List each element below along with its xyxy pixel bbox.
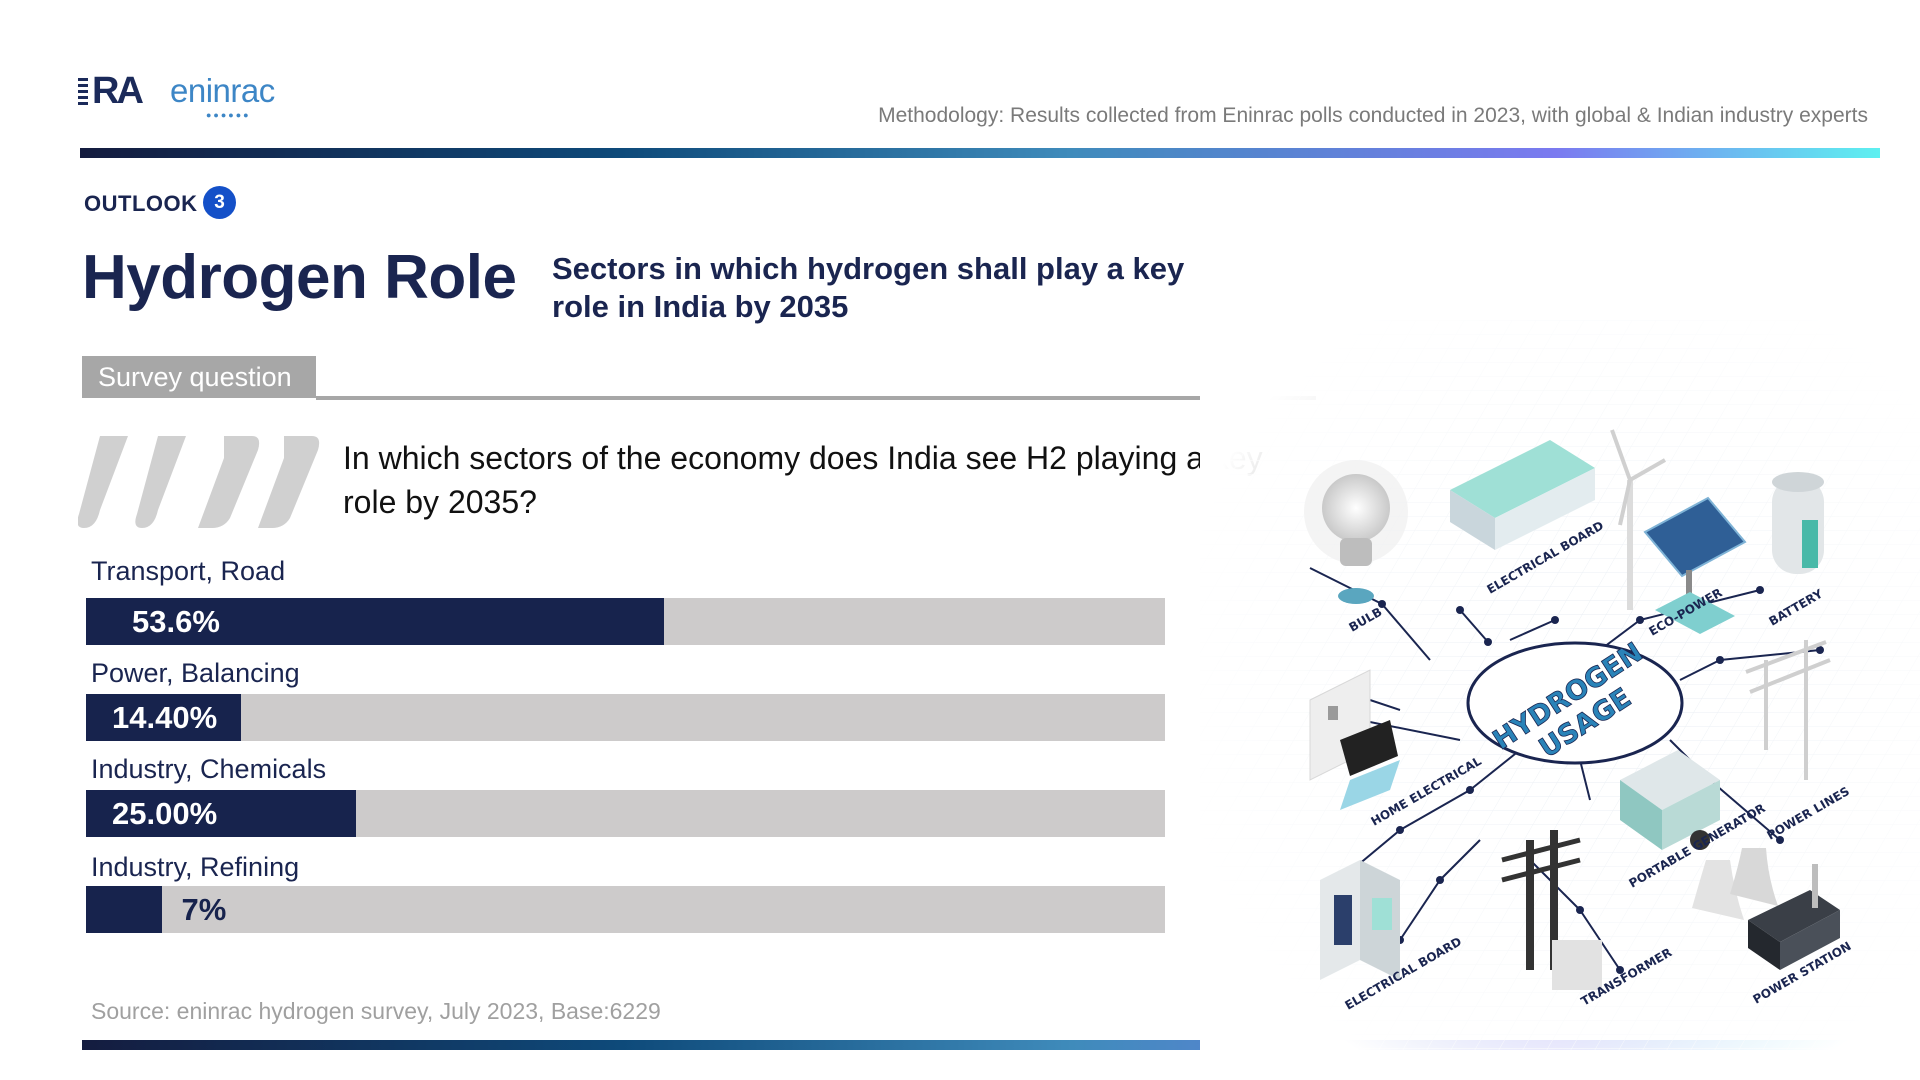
bar-track-power-balancing: 14.40% [86, 694, 1165, 741]
bar-industry-refining [86, 886, 162, 933]
power-lines-icon [1745, 640, 1831, 780]
battery-icon [1772, 472, 1824, 574]
top-gradient-divider [80, 148, 1880, 158]
bar-value-transport-road: 53.6% [132, 604, 220, 639]
logo-stripes-icon [78, 78, 88, 106]
page-subtitle: Sectors in which hydrogen shall play a k… [552, 251, 1185, 324]
solar-panel-icon [1643, 496, 1747, 634]
methodology-note: Methodology: Results collected from Enin… [878, 104, 1868, 127]
bar-label-industry-chemicals: Industry, Chemicals [91, 754, 327, 784]
quote-marks-icon [78, 436, 320, 528]
bottom-gradient-divider [82, 1040, 1882, 1050]
power-outlet-icon [1309, 669, 1400, 810]
logo-ra: RA [92, 70, 144, 112]
power-station-icon [1692, 848, 1840, 970]
bar-value-industry-chemicals: 25.00% [112, 796, 218, 831]
wind-turbine-icon [1610, 429, 1666, 610]
bar-label-industry-refining: Industry, Refining [91, 852, 300, 882]
bar-track-transport-road: 53.6% [86, 598, 1165, 645]
connector-lines [1309, 567, 1821, 971]
bar-value-power-balancing: 14.40% [112, 700, 218, 735]
bar-transport-road [86, 598, 665, 645]
bar-value-industry-refining: 7% [181, 892, 227, 927]
bar-power-balancing [86, 694, 242, 741]
eninrac-logo: RA eninrac ●●●●●● [78, 70, 278, 120]
logo-dots-icon: ●●●●●● [206, 110, 251, 120]
logo-eninrac: eninrac [170, 72, 275, 109]
bar-industry-chemicals [86, 790, 356, 837]
survey-question-tag: Survey question [82, 356, 316, 398]
hydrogen-usage-illustration: HYDROGEN USAGE [1200, 320, 1920, 1050]
bar-label-power-balancing: Power, Balancing [91, 658, 300, 688]
section-number-badge: 3 [203, 186, 236, 219]
bar-label-transport-road: Transport, Road [91, 556, 286, 586]
survey-question-text: In which sectors of the economy does Ind… [343, 440, 1263, 520]
survey-divider [316, 396, 1316, 400]
bar-track-industry-chemicals: 25.00% [86, 790, 1165, 837]
electrical-cabinet-icon [1320, 860, 1400, 980]
bulb-icon [1304, 460, 1408, 604]
portable-generator-icon [1620, 750, 1720, 850]
hydrogen-usage-hub [1466, 641, 1684, 765]
bar-track-industry-refining: 7% [86, 886, 1165, 933]
electrical-board-icon [1450, 440, 1595, 550]
source-note: Source: eninrac hydrogen survey, July 20… [91, 998, 661, 1024]
section-label: OUTLOOK [84, 191, 198, 216]
page-title: Hydrogen Role [82, 243, 517, 312]
transformer-icon [1501, 830, 1602, 990]
